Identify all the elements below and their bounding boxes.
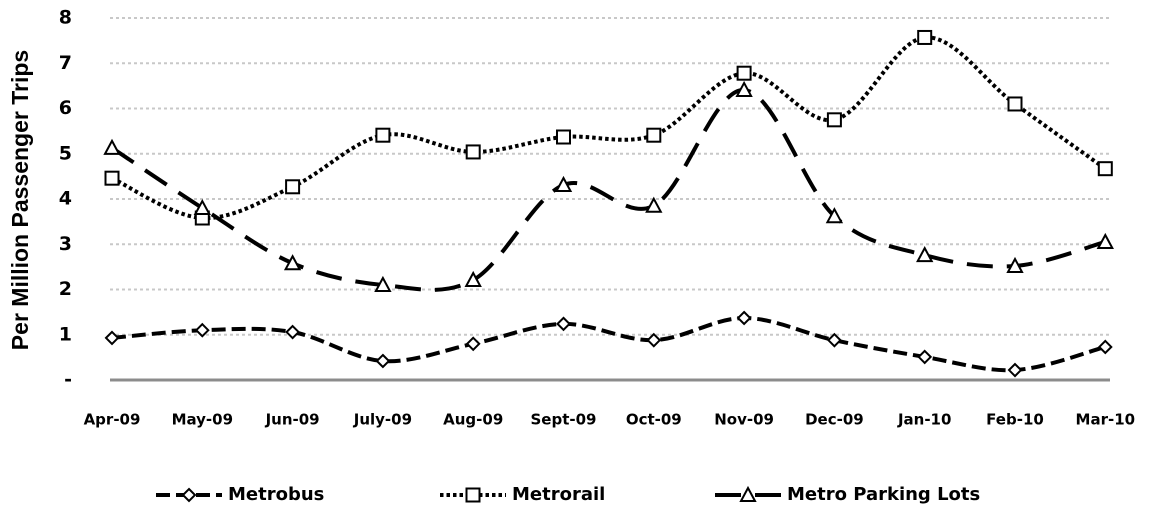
- marker: [917, 29, 933, 45]
- legend-label: Metrobus: [228, 484, 324, 505]
- marker: [1097, 161, 1113, 177]
- marker: [181, 487, 197, 503]
- marker: [375, 353, 391, 369]
- marker: [285, 324, 301, 340]
- marker: [646, 127, 662, 143]
- y-tick-label: -: [64, 369, 72, 391]
- x-tick-label: Dec-09: [805, 411, 864, 429]
- marker: [1007, 96, 1023, 112]
- x-tick-label: Sept-09: [531, 411, 597, 429]
- marker: [646, 332, 662, 348]
- marker: [464, 270, 482, 287]
- marker: [104, 170, 120, 186]
- x-tick-label: Jan-10: [897, 411, 951, 429]
- marker: [556, 129, 571, 145]
- marker: [283, 254, 302, 271]
- legend-label: Metro Parking Lots: [787, 484, 980, 505]
- marker: [736, 65, 752, 81]
- series-line: [111, 316, 1106, 373]
- marker: [645, 196, 663, 213]
- series-line: [111, 35, 1107, 221]
- marker: [826, 332, 842, 348]
- marker: [825, 207, 844, 224]
- marker: [916, 246, 934, 263]
- x-tick-label: Apr-09: [84, 411, 141, 429]
- marker: [104, 330, 120, 346]
- marker: [735, 80, 753, 97]
- marker: [465, 336, 481, 352]
- marker: [285, 179, 301, 195]
- y-tick-label: 4: [59, 188, 72, 210]
- x-tick-label: Nov-09: [714, 411, 774, 429]
- y-tick-label: 3: [59, 233, 72, 255]
- series-line: [110, 87, 1106, 292]
- x-tick-label: Oct-09: [626, 411, 682, 429]
- marker: [556, 316, 571, 332]
- marker: [465, 144, 481, 160]
- y-tick-label: 7: [59, 52, 72, 74]
- y-tick-label: 2: [59, 278, 72, 300]
- marker: [465, 487, 481, 503]
- y-tick-label: 6: [59, 97, 72, 119]
- y-tick-label: 5: [59, 142, 72, 164]
- marker: [103, 138, 121, 155]
- marker: [1007, 362, 1023, 378]
- marker: [193, 198, 211, 216]
- x-tick-label: Aug-09: [443, 411, 503, 429]
- x-tick-label: Feb-10: [986, 411, 1044, 429]
- marker: [1006, 256, 1024, 273]
- legend-label: Metrorail: [512, 484, 605, 505]
- marker: [375, 127, 391, 143]
- x-tick-label: May-09: [172, 411, 233, 429]
- y-tick-label: 8: [59, 7, 72, 29]
- y-tick-label: 1: [59, 323, 72, 345]
- marker: [374, 275, 392, 292]
- marker: [739, 485, 757, 502]
- y-axis-label: Per Million Passenger Trips: [7, 50, 33, 350]
- marker: [554, 175, 573, 192]
- x-tick-label: Jun-09: [265, 411, 320, 429]
- marker: [1096, 232, 1114, 249]
- x-tick-label: Mar-10: [1076, 411, 1136, 429]
- marker: [736, 310, 752, 326]
- marker: [1097, 339, 1113, 355]
- marker: [826, 112, 842, 128]
- x-tick-label: July-09: [353, 411, 412, 429]
- marker: [194, 322, 210, 338]
- marker: [917, 349, 933, 365]
